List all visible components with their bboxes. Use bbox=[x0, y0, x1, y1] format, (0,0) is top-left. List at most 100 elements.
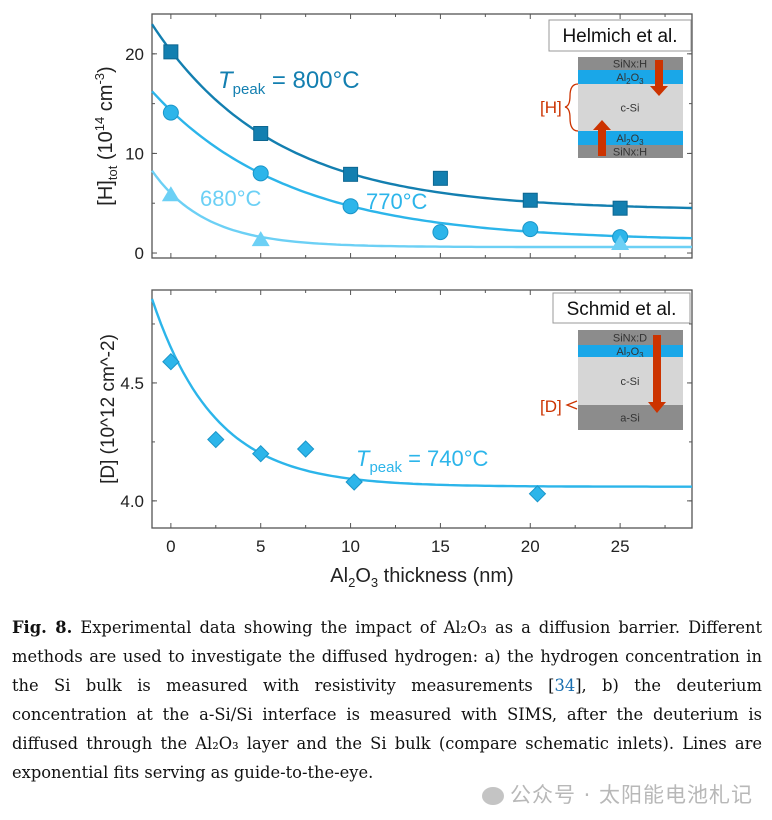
s: 3 bbox=[639, 138, 644, 147]
y-label-unit: cm bbox=[95, 85, 117, 117]
data-point-circle bbox=[252, 165, 269, 182]
inset-layer-label: SiNx:H bbox=[613, 147, 647, 159]
l: Al bbox=[616, 72, 626, 84]
l: Al bbox=[616, 346, 626, 358]
inset-concentration-label: [D] bbox=[540, 397, 562, 416]
y-tick-label: 10 bbox=[125, 144, 144, 163]
y-tick-label: 4.5 bbox=[120, 374, 144, 393]
x-label-sub: 3 bbox=[371, 575, 378, 590]
axes-frame bbox=[151, 289, 693, 529]
series-label: Tpeak = 740°C bbox=[356, 446, 489, 476]
s: 2 bbox=[626, 77, 631, 86]
fit-line bbox=[151, 169, 692, 249]
series-label-t: T bbox=[356, 446, 371, 471]
inset-layer-label: c-Si bbox=[621, 103, 640, 115]
data-point-triangle bbox=[251, 231, 270, 247]
x-tick-label: 20 bbox=[521, 537, 540, 556]
y-label-sub: tot bbox=[105, 165, 120, 180]
data-point-diamond bbox=[162, 352, 180, 371]
brace-icon bbox=[564, 83, 579, 132]
data-point-triangle bbox=[611, 235, 630, 251]
series-label-rest: 680°C bbox=[200, 186, 262, 211]
bracket-icon bbox=[565, 400, 578, 410]
caption-text-1: Experimental data showing the impact of … bbox=[12, 618, 762, 695]
y-axis-label: [D] (10^12 cm^-2) bbox=[98, 334, 119, 484]
s: 2 bbox=[626, 351, 631, 360]
data-point-diamond bbox=[345, 473, 363, 491]
down-arrow-icon bbox=[650, 60, 668, 96]
l: O bbox=[631, 346, 640, 358]
x-axis-label: Al2O3 thickness (nm) bbox=[330, 565, 513, 590]
caption-text-2: ], b) the deuterium concentration at the… bbox=[12, 676, 762, 782]
inset-layer-label: c-Si bbox=[621, 376, 640, 388]
inset-layer bbox=[578, 357, 683, 405]
fit-line bbox=[150, 23, 693, 210]
x-tick-label: 5 bbox=[256, 537, 265, 556]
series-label-rest: = 740°C bbox=[402, 446, 489, 471]
data-point-circle bbox=[342, 198, 359, 215]
inset-layer-label: Al2O3 bbox=[616, 346, 644, 360]
inset-layer-label: Al2O3 bbox=[616, 72, 644, 86]
x-label-part: O bbox=[355, 565, 371, 587]
l: O bbox=[631, 133, 640, 145]
data-point-diamond bbox=[252, 444, 270, 463]
up-arrow-icon bbox=[593, 120, 611, 156]
data-point-circle bbox=[432, 224, 449, 241]
series-label-t: T bbox=[218, 67, 235, 94]
inset-layer-label: SiNx:H bbox=[613, 59, 647, 71]
figure-caption: Fig. 8. Experimental data showing the im… bbox=[12, 613, 762, 787]
y-label-sup: 14 bbox=[92, 117, 107, 131]
y-label-unit: ) bbox=[95, 66, 117, 73]
x-tick-label: 10 bbox=[341, 537, 360, 556]
y-tick-label: 0 bbox=[135, 244, 144, 263]
source-label: Helmich et al. bbox=[562, 26, 677, 47]
inset-layer-label: Al2O3 bbox=[616, 133, 644, 147]
data-point-circle bbox=[162, 104, 179, 121]
source-label-box bbox=[548, 19, 692, 52]
data-point-diamond bbox=[528, 485, 547, 503]
series-label-sub: peak bbox=[233, 81, 266, 98]
axes-frame bbox=[151, 13, 693, 259]
series-label: 680°C bbox=[200, 186, 262, 211]
data-point-diamond bbox=[207, 430, 225, 449]
down-arrow-icon bbox=[648, 335, 666, 413]
s: 2 bbox=[626, 138, 631, 147]
caption-reference-link[interactable]: 34 bbox=[554, 676, 576, 695]
y-tick-label: 4.0 bbox=[120, 492, 144, 511]
x-label-part: thickness (nm) bbox=[378, 565, 514, 587]
y-label-unit: (10 bbox=[95, 131, 117, 165]
inset-layer-label: a-Si bbox=[620, 413, 640, 425]
fit-line bbox=[150, 298, 692, 488]
data-point-square bbox=[522, 192, 538, 208]
x-tick-label: 0 bbox=[166, 537, 175, 556]
inset-layer bbox=[578, 84, 683, 131]
y-label-sup: -3 bbox=[92, 73, 107, 85]
watermark: 公众号 · 太阳能电池札记 bbox=[482, 779, 753, 809]
s: 3 bbox=[639, 77, 644, 86]
inset-layer-label: SiNx:D bbox=[613, 333, 647, 345]
series-label-rest: = 800°C bbox=[265, 67, 359, 94]
data-point-square bbox=[343, 166, 359, 182]
series-label-sub: peak bbox=[369, 459, 402, 476]
y-tick-label: 20 bbox=[125, 45, 144, 64]
x-tick-label: 25 bbox=[611, 537, 630, 556]
panel-a-hydrogen: 0 10 20 [H]tot (1014 cm-3) Tpeak = 800°C 770°… bbox=[92, 13, 693, 263]
data-point-circle bbox=[522, 221, 539, 238]
source-label: Schmid et al. bbox=[567, 299, 677, 320]
data-point-triangle bbox=[161, 186, 180, 202]
series-label-rest: 770°C bbox=[366, 189, 428, 214]
watermark-text: 公众号 · 太阳能电池札记 bbox=[510, 783, 754, 807]
x-tick-label: 15 bbox=[431, 537, 450, 556]
fit-line bbox=[151, 90, 693, 240]
data-point-square bbox=[432, 170, 448, 186]
s: 3 bbox=[639, 351, 644, 360]
source-label-box bbox=[552, 292, 691, 324]
y-label-main: [H] bbox=[95, 180, 117, 206]
inset-layer bbox=[578, 405, 683, 430]
series-label: Tpeak = 800°C bbox=[218, 67, 360, 98]
x-label-sub: 2 bbox=[348, 575, 355, 590]
